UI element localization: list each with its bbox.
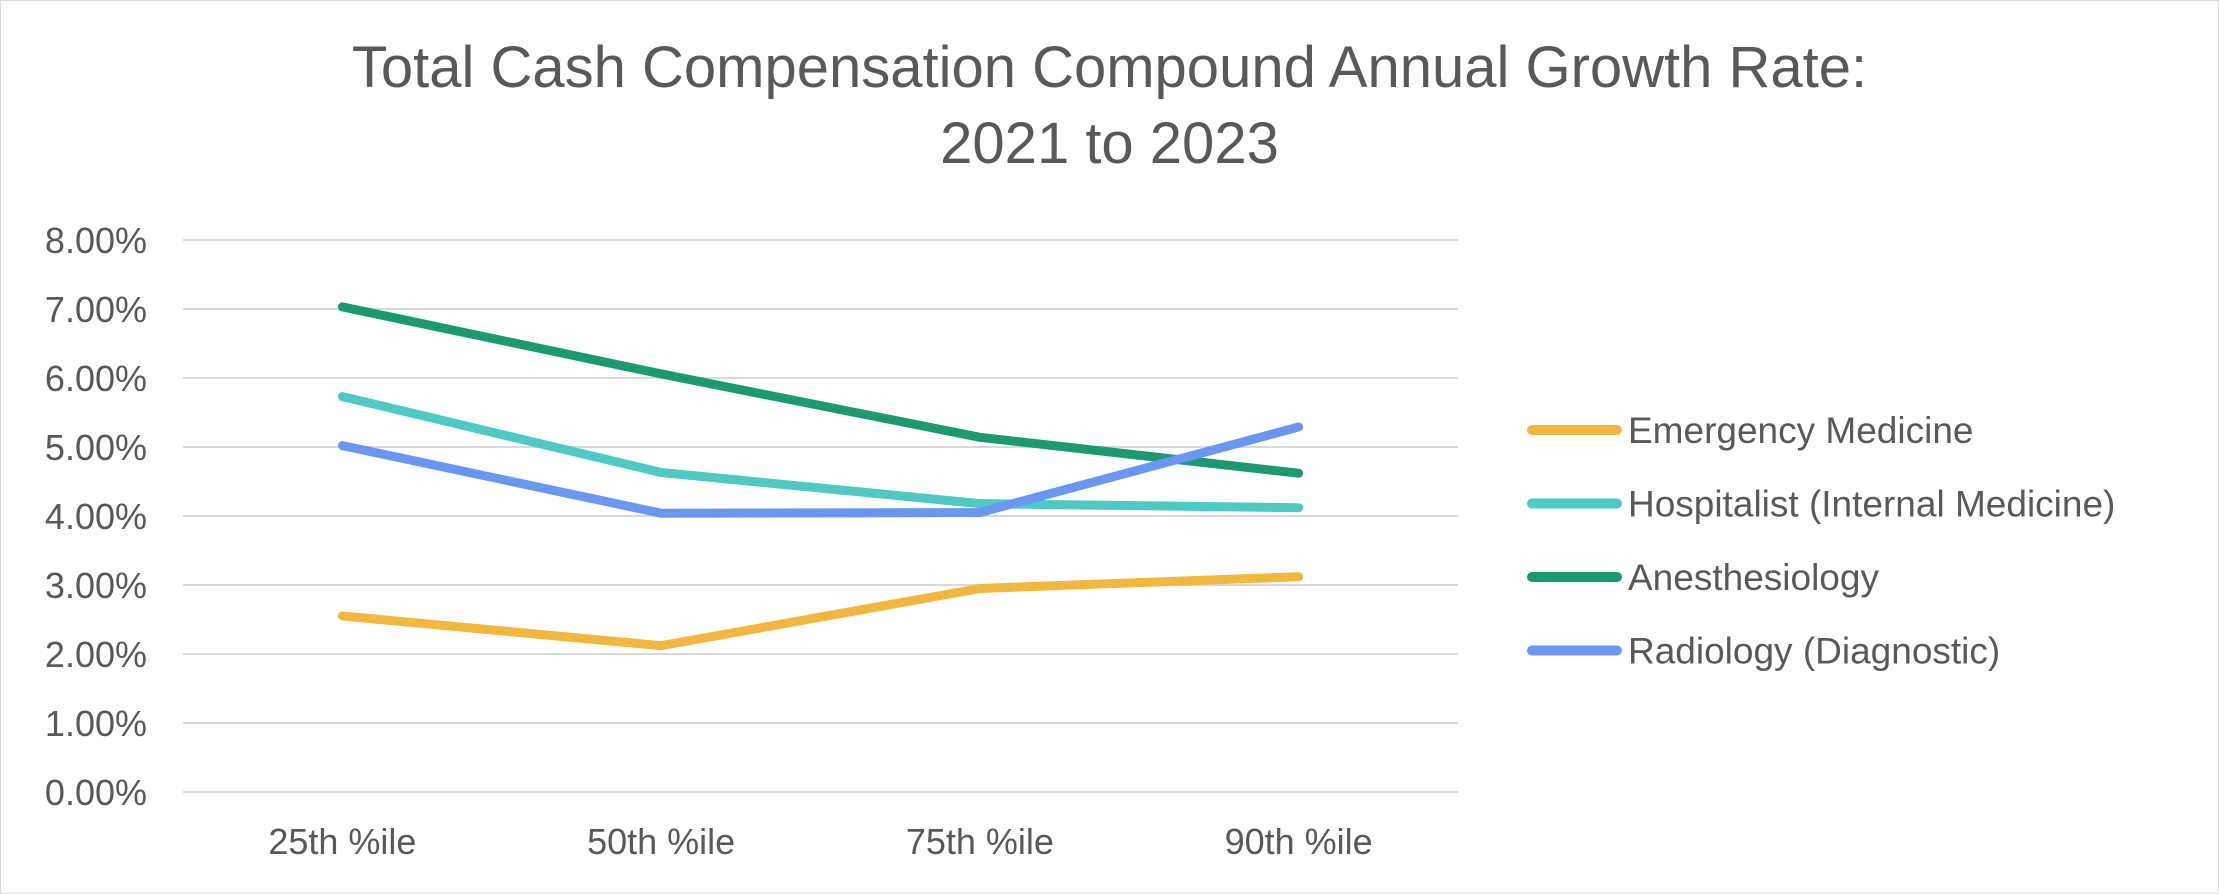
x-tick-label: 50th %ile: [587, 821, 735, 862]
series-line-2: [337, 392, 1304, 513]
y-tick-label: 8.00%: [45, 220, 147, 261]
chart-title-line-1: Total Cash Compensation Compound Annual …: [351, 35, 1868, 100]
x-tick-label: 75th %ile: [906, 821, 1054, 862]
y-tick-label: 7.00%: [45, 289, 147, 330]
y-tick-label: 5.00%: [45, 427, 147, 468]
y-tick-label: 1.00%: [45, 703, 147, 744]
legend: Emergency Medicine Hospitalist (Internal …: [1527, 410, 2115, 672]
y-tick-label: 0.00%: [45, 772, 147, 813]
series-lines: [337, 302, 1304, 651]
series-line-3: [337, 302, 1304, 478]
x-axis-ticks: 25th %ile 50th %ile 75th %ile 90th %ile: [268, 821, 1372, 862]
x-tick-label: 25th %ile: [268, 821, 416, 862]
y-tick-label: 4.00%: [45, 496, 147, 537]
legend-label: Emergency Medicine: [1628, 410, 1973, 451]
chart-title: Total Cash Compensation Compound Annual …: [0, 30, 2219, 182]
series-line-1: [337, 572, 1304, 651]
gridlines: [183, 239, 1458, 793]
y-axis-ticks: 0.00% 1.00% 2.00% 3.00% 4.00% 5.00% 6.00% 7.00%…: [45, 220, 147, 813]
series-line-4: [337, 422, 1304, 518]
legend-label: Anesthesiology: [1628, 557, 1879, 598]
y-tick-label: 2.00%: [45, 634, 147, 675]
legend-label: Radiology (Diagnostic): [1628, 631, 2000, 672]
y-tick-label: 6.00%: [45, 358, 147, 399]
x-tick-label: 90th %ile: [1225, 821, 1373, 862]
y-tick-label: 3.00%: [45, 565, 147, 606]
legend-label: Hospitalist (Internal Medicine): [1628, 484, 2115, 525]
chart-title-line-2: 2021 to 2023: [940, 111, 1279, 176]
